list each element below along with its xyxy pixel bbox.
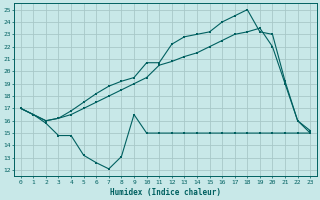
X-axis label: Humidex (Indice chaleur): Humidex (Indice chaleur) <box>110 188 221 197</box>
